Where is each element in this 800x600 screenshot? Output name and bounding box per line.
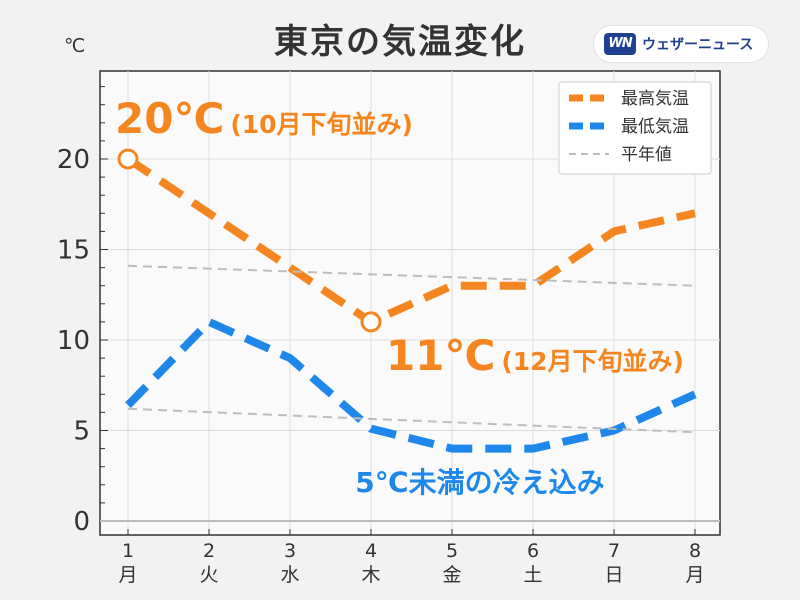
wn-logo-icon: WN bbox=[604, 33, 636, 55]
x-tick-label-weekday: 木 bbox=[361, 564, 380, 586]
y-tick-label: 15 bbox=[57, 236, 90, 266]
x-tick-label-day: 5 bbox=[446, 540, 458, 562]
x-tick-label-day: 7 bbox=[608, 540, 620, 562]
max-temp-line bbox=[125, 155, 696, 326]
y-tick-label: 10 bbox=[57, 326, 90, 356]
y-tick-label: 5 bbox=[73, 417, 90, 447]
annotation-big-text: 11℃ bbox=[386, 331, 495, 380]
x-tick-label-weekday: 日 bbox=[604, 564, 623, 586]
normal-temperature-line bbox=[127, 264, 696, 287]
x-tick-label-day: 6 bbox=[527, 540, 539, 562]
max-temp-highlight-marker bbox=[117, 148, 139, 170]
logo-text: ウェザーニュース bbox=[642, 37, 754, 53]
chart-title: 東京の気温変化 bbox=[274, 22, 526, 62]
x-tick-label-day: 8 bbox=[689, 540, 701, 562]
y-tick-label: 20 bbox=[57, 145, 90, 175]
weathernews-logo: WN ウェザーニュース bbox=[594, 26, 768, 62]
annotation-min-cold: 5℃未満の冷え込み bbox=[355, 466, 604, 499]
legend-label: 最低気温 bbox=[621, 117, 689, 137]
annotation-small-text: (10月下旬並み) bbox=[230, 110, 413, 139]
x-tick-label-day: 1 bbox=[122, 540, 134, 562]
y-tick-label: 0 bbox=[73, 507, 90, 537]
min-temp-line bbox=[125, 317, 697, 453]
annotation-big-text: 20℃ bbox=[115, 94, 224, 143]
x-tick-label-day: 4 bbox=[365, 540, 377, 562]
legend-box bbox=[558, 81, 712, 175]
x-tick-label-weekday: 月 bbox=[118, 564, 137, 586]
y-axis-unit: ℃ bbox=[64, 35, 85, 57]
x-tick-label-weekday: 土 bbox=[523, 564, 542, 586]
legend-label: 最高気温 bbox=[621, 89, 689, 109]
x-tick-label-day: 3 bbox=[284, 540, 296, 562]
annotation-max-day4: 11℃ (12月下旬並み) bbox=[386, 331, 684, 380]
annotation-max-day1: 20℃ (10月下旬並み) bbox=[115, 94, 413, 143]
x-tick-label-weekday: 火 bbox=[199, 564, 218, 586]
annotation-small-text: (12月下旬並み) bbox=[501, 347, 684, 376]
normal-temperature-line bbox=[127, 407, 696, 434]
max-temp-highlight-marker bbox=[360, 311, 382, 333]
x-tick-label-day: 2 bbox=[203, 540, 215, 562]
legend-label: 平年値 bbox=[621, 145, 672, 165]
x-tick-label-weekday: 金 bbox=[442, 564, 461, 586]
x-tick-label-weekday: 水 bbox=[280, 564, 299, 586]
x-tick-label-weekday: 月 bbox=[685, 564, 704, 586]
